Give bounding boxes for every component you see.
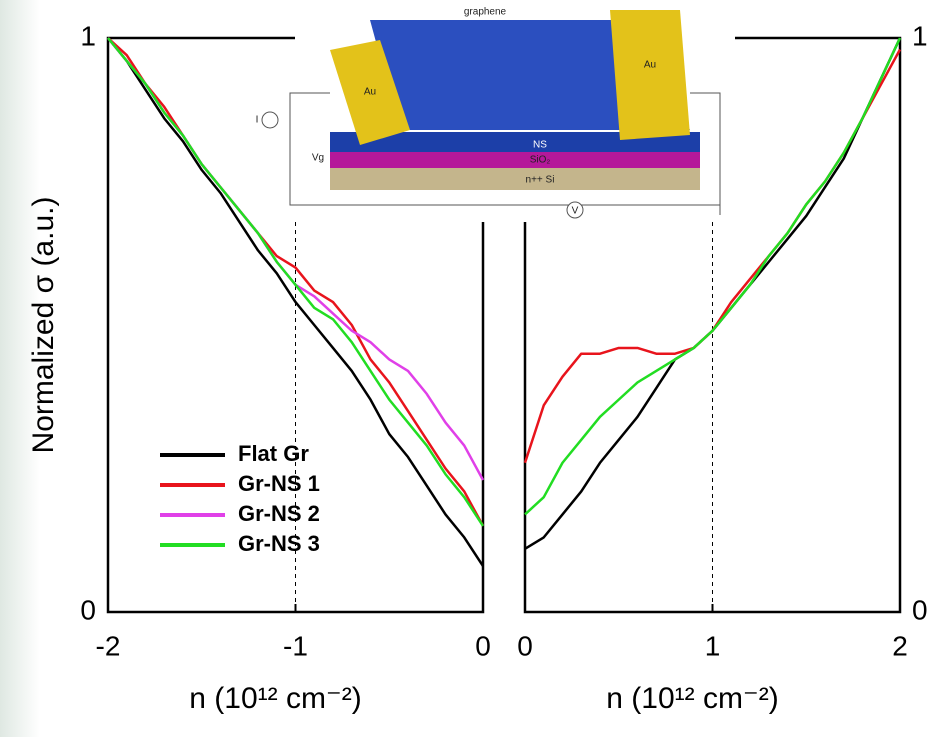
legend-label: Gr-NS 3 [238,531,320,556]
data-line [524,37,902,516]
ns-layer [330,132,700,152]
x-tick-label: 2 [892,630,908,661]
legend-label: Gr-NS 2 [238,501,320,526]
y-tick-label: 1 [912,20,928,51]
legend-label: Flat Gr [238,441,309,466]
legend-label: Gr-NS 1 [238,471,320,496]
y-tick-label: 0 [80,594,96,625]
data-line [107,37,485,527]
x-tick-label: -1 [283,630,308,661]
x-tick-label: 0 [475,630,491,661]
x-axis-label: n (10¹² cm⁻²) [189,682,362,715]
circuit [289,92,721,206]
inset-label: Vg [312,153,324,164]
au-pad [610,10,690,140]
source-symbol [261,111,279,129]
au-pad [330,40,410,145]
background [0,0,40,737]
inset-label: V [572,206,579,217]
sio2-layer [330,150,700,168]
y-tick-label: 1 [80,20,96,51]
inset-label: Au [364,87,376,98]
inset-label: I [256,115,259,126]
y-axis-label: Normalized σ (a.u.) [27,197,60,454]
inset-label: NS [533,140,547,151]
data-line [107,37,485,527]
inset-diagram: graphene Au Au NS SiO₂ n++ Si I Vg V [256,0,735,222]
x-tick-label: -2 [96,630,121,661]
data-line [107,37,485,567]
x-tick-label: 0 [517,630,533,661]
inset-label: n++ Si [526,175,555,186]
meter-symbol [566,201,584,219]
y-tick-label: 0 [912,594,928,625]
inset-label: SiO₂ [530,155,551,166]
x-tick-label: 1 [705,630,721,661]
graphene-sheet [370,20,690,130]
si-layer [330,165,700,190]
x-axis-label: n (10¹² cm⁻²) [606,682,779,715]
inset-label: graphene [464,7,507,18]
inset-label: Au [644,60,656,71]
